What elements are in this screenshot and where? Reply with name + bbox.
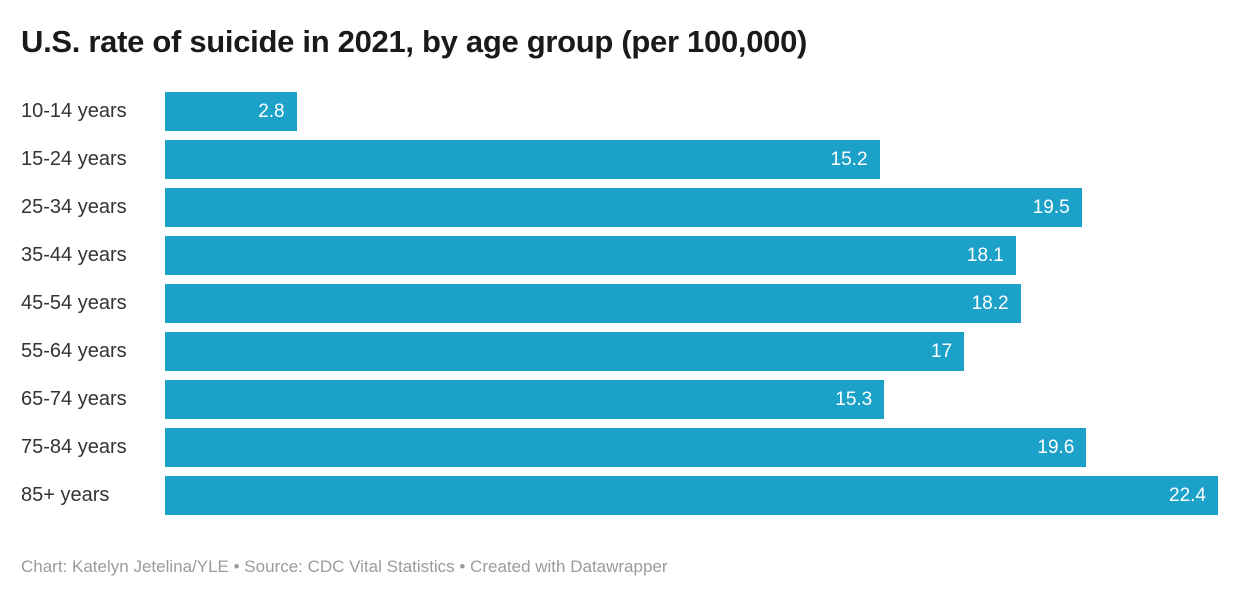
bar-row: 65-74 years 15.3 xyxy=(21,380,1218,419)
bar-row: 25-34 years 19.5 xyxy=(21,188,1218,227)
bar-row: 85+ years 22.4 xyxy=(21,476,1218,515)
value-label: 2.8 xyxy=(258,100,285,122)
bar: 19.6 xyxy=(165,428,1087,467)
category-label: 75-84 years xyxy=(21,436,127,458)
chart-footer: Chart: Katelyn Jetelina/YLE • Source: CD… xyxy=(21,557,668,576)
bar-track: 15.3 xyxy=(165,380,1218,419)
value-label: 17 xyxy=(931,340,953,362)
category-label: 15-24 years xyxy=(21,148,127,170)
bar: 18.2 xyxy=(165,284,1021,323)
bar-track: 22.4 xyxy=(165,476,1218,515)
bar-row: 15-24 years 15.2 xyxy=(21,140,1218,179)
bar: 19.5 xyxy=(165,188,1082,227)
value-label: 18.2 xyxy=(971,292,1009,314)
bar-row: 35-44 years 18.1 xyxy=(21,236,1218,275)
bar: 18.1 xyxy=(165,236,1016,275)
bar-track: 18.2 xyxy=(165,284,1218,323)
bar-row: 75-84 years 19.6 xyxy=(21,428,1218,467)
bar-chart: 10-14 years 2.8 15-24 years 15.2 25-34 years… xyxy=(21,92,1218,515)
bar-row: 10-14 years 2.8 xyxy=(21,92,1218,131)
category-label: 45-54 years xyxy=(21,292,127,314)
bar-track: 17 xyxy=(165,332,1218,371)
value-label: 15.2 xyxy=(830,148,868,170)
bar-row: 45-54 years 18.2 xyxy=(21,284,1218,323)
category-label: 10-14 years xyxy=(21,100,127,122)
value-label: 22.4 xyxy=(1169,484,1206,506)
category-label: 25-34 years xyxy=(21,196,127,218)
bar: 2.8 xyxy=(165,92,297,131)
bar-track: 15.2 xyxy=(165,140,1218,179)
value-label: 19.5 xyxy=(1032,196,1070,218)
bar: 22.4 xyxy=(165,476,1218,515)
chart-title: U.S. rate of suicide in 2021, by age gro… xyxy=(21,24,808,59)
value-label: 18.1 xyxy=(966,244,1004,266)
value-label: 19.6 xyxy=(1037,436,1075,458)
category-label: 35-44 years xyxy=(21,244,127,266)
bar: 15.3 xyxy=(165,380,885,419)
category-label: 55-64 years xyxy=(21,340,127,362)
bar-track: 19.6 xyxy=(165,428,1218,467)
category-label: 65-74 years xyxy=(21,388,127,410)
bar-track: 2.8 xyxy=(165,92,1218,131)
bar: 17 xyxy=(165,332,965,371)
value-label: 15.3 xyxy=(835,388,873,410)
bar-track: 18.1 xyxy=(165,236,1218,275)
bar: 15.2 xyxy=(165,140,880,179)
bar-track: 19.5 xyxy=(165,188,1218,227)
bar-row: 55-64 years 17 xyxy=(21,332,1218,371)
category-label: 85+ years xyxy=(21,484,110,506)
